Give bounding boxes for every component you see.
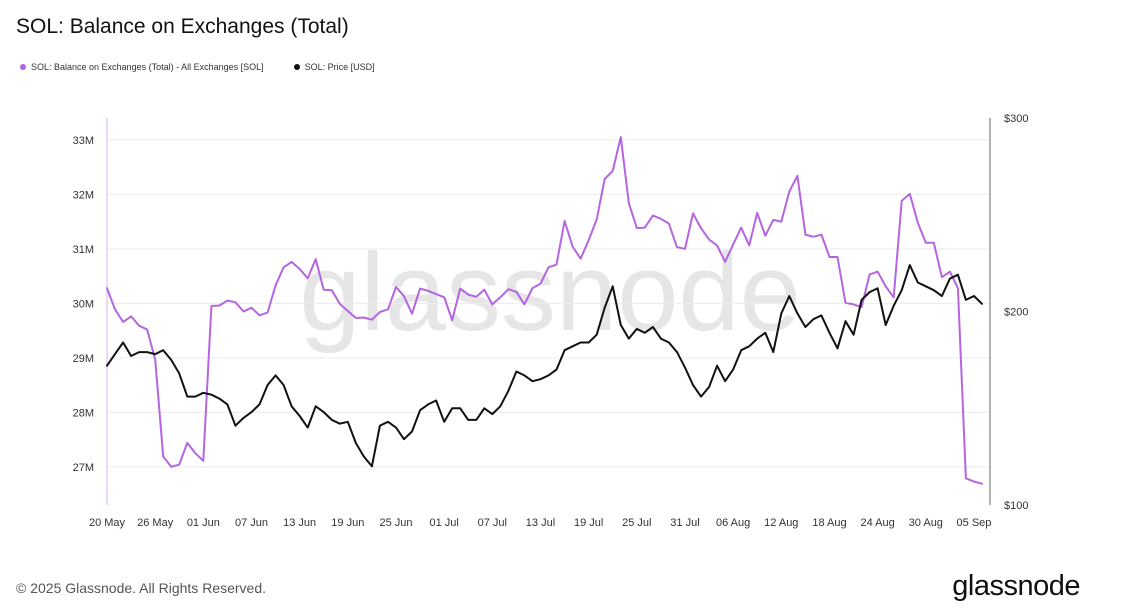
x-tick-label: 25 Jun [379, 517, 412, 529]
x-tick-label: 12 Aug [764, 517, 798, 529]
x-tick-label: 26 May [137, 517, 174, 529]
legend: SOL: Balance on Exchanges (Total) - All … [20, 62, 375, 72]
copyright-text: © 2025 Glassnode. All Rights Reserved. [16, 580, 267, 596]
y-left-tick-label: 33M [73, 135, 94, 147]
legend-item-price[interactable]: SOL: Price [USD] [293, 62, 375, 72]
axes: 27M 28M 29M 30M 31M 32M 33M $100 $200 $300 20 May 2… [73, 113, 1029, 529]
glassnode-logo: glassnode [952, 570, 1080, 602]
legend-item-balance[interactable]: SOL: Balance on Exchanges (Total) - All … [20, 62, 264, 72]
legend-label-balance: SOL: Balance on Exchanges (Total) - All … [31, 62, 264, 72]
series-line-balance [106, 136, 983, 485]
y-left-tick-label: 29M [73, 353, 94, 365]
grid-lines [107, 139, 990, 468]
x-tick-label: 01 Jul [429, 517, 458, 529]
legend-dot-price [293, 64, 300, 70]
x-tick-label: 07 Jun [235, 517, 268, 529]
legend-dot-balance [20, 64, 26, 70]
y-right-tick-label: $100 [1004, 500, 1028, 512]
x-tick-label: 19 Jun [331, 517, 364, 529]
x-tick-label: 13 Jun [283, 517, 316, 529]
x-tick-label: 31 Jul [670, 517, 699, 529]
legend-label-price: SOL: Price [USD] [304, 62, 375, 72]
chart-title: SOL: Balance on Exchanges (Total) [16, 15, 349, 38]
x-tick-label: 30 Aug [909, 517, 943, 529]
x-tick-label: 24 Aug [861, 517, 895, 529]
x-tick-label: 06 Aug [716, 517, 750, 529]
y-right-tick-label: $200 [1004, 307, 1028, 319]
y-left-tick-label: 28M [73, 407, 94, 419]
x-tick-label: 07 Jul [478, 517, 507, 529]
watermark: glassnode [299, 231, 801, 354]
series-layer [106, 136, 983, 485]
x-tick-label: 20 May [89, 517, 126, 529]
y-left-tick-label: 30M [73, 298, 94, 310]
x-tick-label: 18 Aug [812, 517, 846, 529]
x-tick-label: 13 Jul [526, 517, 555, 529]
x-tick-label: 01 Jun [187, 517, 220, 529]
x-tick-label: 25 Jul [622, 517, 651, 529]
x-tick-label: 05 Sep [957, 517, 992, 529]
series-line-price [106, 264, 983, 468]
y-left-tick-label: 27M [73, 462, 94, 474]
y-right-tick-label: $300 [1004, 113, 1028, 125]
y-left-tick-label: 31M [73, 244, 94, 256]
y-left-tick-label: 32M [73, 189, 94, 201]
x-tick-label: 19 Jul [574, 517, 603, 529]
